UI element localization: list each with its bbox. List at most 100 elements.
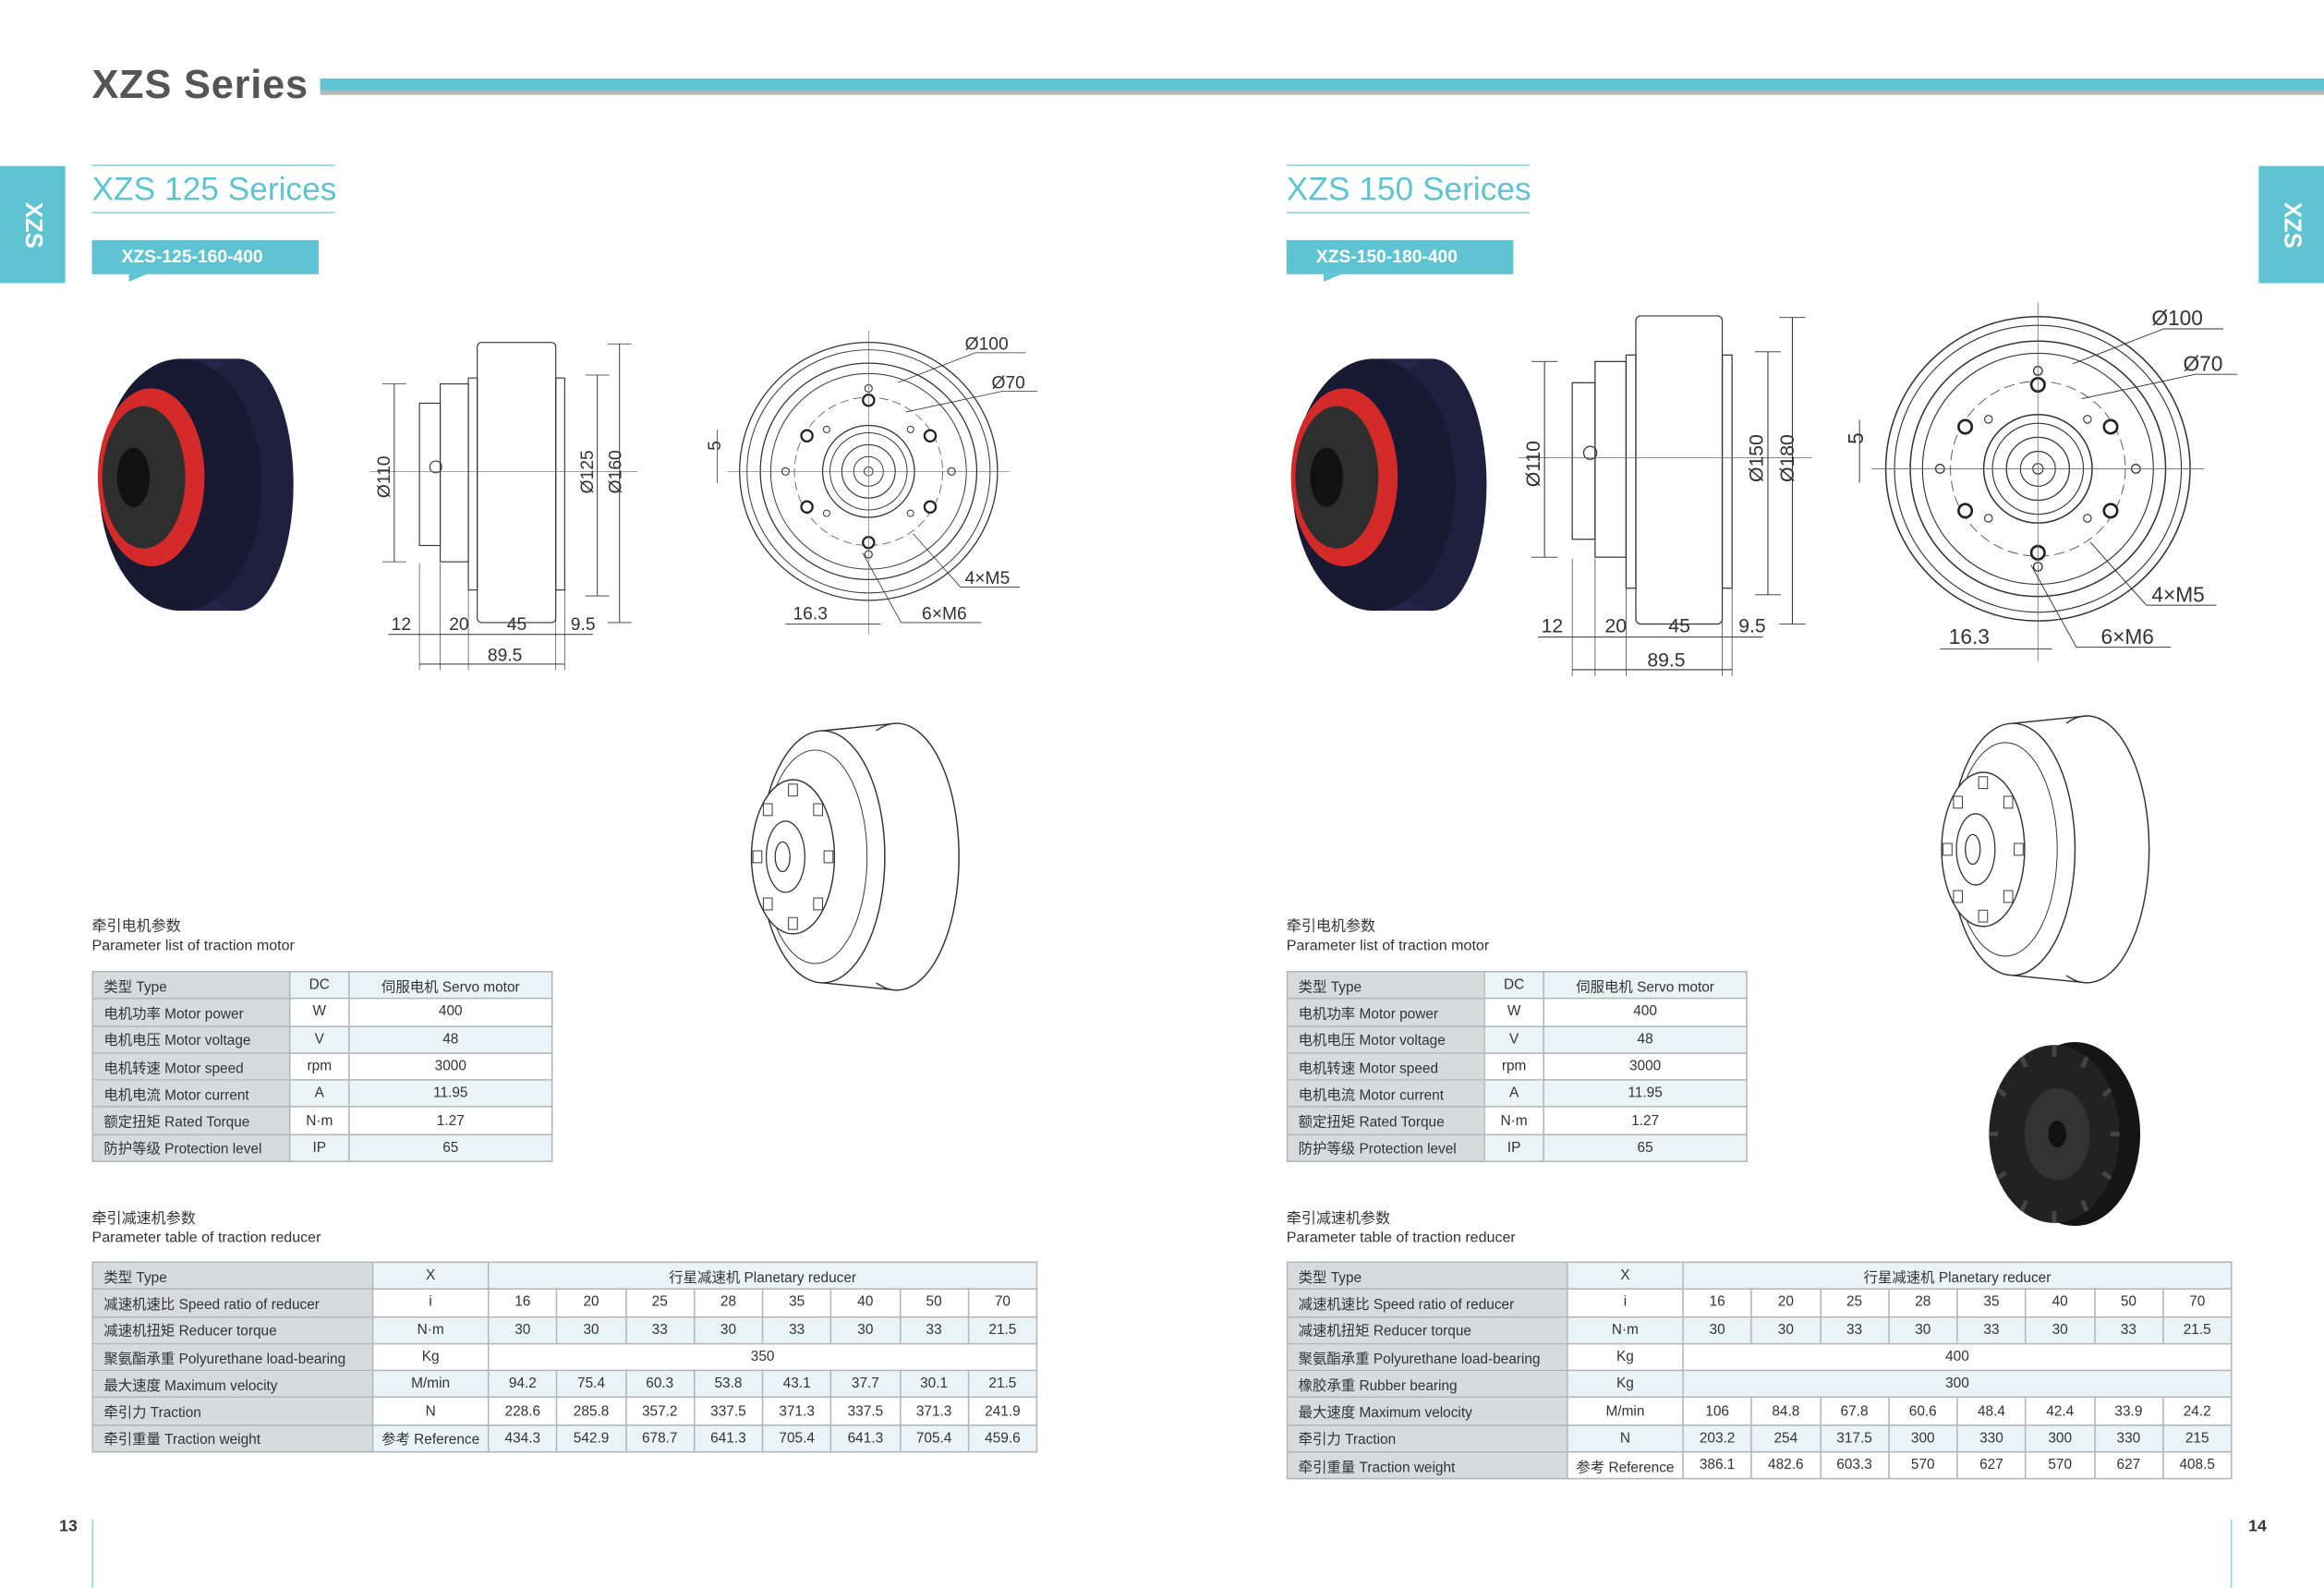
- leader-line: [2081, 373, 2238, 400]
- table-row: 电机电压 Motor voltage V 48: [91, 1024, 553, 1054]
- cylinder-edge: [2012, 715, 2088, 984]
- dim-width-2: 20: [449, 615, 468, 635]
- param-label: 减速机扭矩 Reducer torque: [91, 1315, 374, 1345]
- leader-line: [913, 533, 1020, 588]
- param-label: 聚氨酯承重 Polyurethane load-bearing: [1286, 1342, 1568, 1372]
- param-label: 防护等级 Protection level: [91, 1133, 291, 1163]
- param-unit: rpm: [288, 1052, 350, 1082]
- param-label: 电机电流 Motor current: [1286, 1079, 1485, 1109]
- reducer-parameter-table: 类型 Type X 行星减速机 Planetary reducer 减速机速比 Spe…: [1286, 1261, 2233, 1481]
- param-value: 行星减速机 Planetary reducer: [1682, 1261, 2233, 1291]
- dim-offset: 16.3: [793, 605, 827, 624]
- param-unit: N·m: [288, 1106, 350, 1135]
- flange-lug: [762, 803, 773, 817]
- side-tab-left: XZS: [0, 165, 66, 284]
- param-value: 42.4: [2025, 1397, 2096, 1426]
- motor-title-en: Parameter list of traction motor: [91, 938, 295, 955]
- dim-total-width: 89.5: [488, 647, 522, 666]
- table-row: 额定扭矩 Rated Torque N·m 1.27: [91, 1106, 553, 1135]
- param-label: 聚氨酯承重 Polyurethane load-bearing: [91, 1342, 374, 1372]
- param-value: 705.4: [761, 1424, 832, 1453]
- param-unit: A: [1483, 1079, 1544, 1109]
- dim-holes-m5: 4×M5: [965, 569, 1011, 588]
- param-value: 30: [1682, 1315, 1753, 1345]
- footer-divider: [91, 1519, 94, 1588]
- dim-holes-m6: 6×M6: [2100, 624, 2153, 649]
- leader-line: [2089, 541, 2217, 606]
- param-value: 43.1: [761, 1369, 832, 1399]
- m6-bolt-hole: [923, 429, 938, 442]
- dim-pcd-70: Ø70: [991, 373, 1024, 393]
- param-value: 215: [2161, 1424, 2233, 1453]
- series-title: XZS 150 Serices: [1286, 164, 1531, 214]
- dim-hub-diameter: Ø110: [1523, 441, 1544, 487]
- pin-hole: [1984, 415, 1993, 424]
- flange-lug: [2003, 795, 2014, 809]
- param-value: 300: [1887, 1424, 1958, 1453]
- param-label: 额定扭矩 Rated Torque: [91, 1106, 291, 1135]
- tire-hub-bore: [2048, 1121, 2066, 1147]
- param-value: 48.4: [1956, 1397, 2027, 1426]
- m6-bolt-hole: [2102, 418, 2119, 435]
- param-label: 电机功率 Motor power: [1286, 998, 1485, 1027]
- shaft-stub: [1571, 382, 1596, 540]
- dim-width-4: 9.5: [571, 615, 596, 635]
- drawings-page-13: Ø110 Ø125 Ø160 12 20 45 9.5 89.5 Ø100 Ø70 5 4×M5 6×M…: [97, 330, 1038, 991]
- table-row: 减速机速比 Speed ratio of reducer i 16 20 25 28 35 4…: [1286, 1288, 2233, 1317]
- table-row: 牵引力 Traction N 228.6 285.8 357.2 337.5 371.3 33…: [91, 1397, 1038, 1426]
- front-view-drawing: Ø100 Ø70 5 4×M5 6×M6 16.3: [706, 330, 1038, 635]
- param-label: 电机转速 Motor speed: [91, 1052, 291, 1082]
- flange-lug: [813, 897, 823, 911]
- table-row: 电机电流 Motor current A 11.95: [1286, 1079, 1748, 1109]
- hub-outline: [1594, 360, 1628, 558]
- flange-lug: [1943, 842, 1953, 856]
- param-label: 电机功率 Motor power: [91, 998, 291, 1027]
- flange-lug: [762, 897, 773, 911]
- table-row: 电机电流 Motor current A 11.95: [91, 1079, 553, 1109]
- param-value: 30: [1750, 1315, 1822, 1345]
- table-row: 电机功率 Motor power W 400: [91, 998, 553, 1027]
- param-value: 33: [1819, 1315, 1890, 1345]
- hub-outline: [1955, 813, 1996, 886]
- param-unit: DC: [1483, 970, 1544, 1000]
- param-value: 16: [487, 1288, 558, 1317]
- param-value: 459.6: [967, 1424, 1038, 1453]
- param-unit: X: [371, 1261, 490, 1291]
- param-value: 30: [693, 1315, 764, 1345]
- param-label: 最大速度 Maximum velocity: [91, 1369, 374, 1399]
- dim-pcd-70: Ø70: [2183, 351, 2222, 375]
- param-value: 65: [1543, 1133, 1748, 1163]
- param-label: 牵引重量 Traction weight: [1286, 1451, 1568, 1481]
- param-value: 627: [1956, 1451, 2027, 1481]
- param-value: 33: [2093, 1315, 2164, 1345]
- hub-outline: [765, 820, 805, 893]
- dim-pcd-100: Ø100: [965, 335, 1009, 355]
- table-row: 减速机扭矩 Reducer torque N·m 30 30 33 30 33 30 33 21.…: [91, 1315, 1038, 1345]
- flange-lug: [752, 850, 763, 864]
- param-value: 400: [1682, 1342, 2233, 1372]
- param-value: 21.5: [967, 1315, 1038, 1345]
- hub-bore: [1310, 447, 1343, 507]
- param-value: 33: [624, 1315, 696, 1345]
- param-value: 337.5: [829, 1397, 901, 1426]
- param-value: 300: [2025, 1424, 2096, 1453]
- table-row: 防护等级 Protection level IP 65: [91, 1133, 553, 1163]
- param-value: 48: [1543, 1024, 1748, 1054]
- param-value: 350: [487, 1342, 1038, 1372]
- pin-hole: [1984, 514, 1993, 523]
- param-value: 11.95: [348, 1079, 553, 1109]
- param-value: 254: [1750, 1424, 1822, 1453]
- param-unit: W: [1483, 998, 1544, 1027]
- isometric-line-drawing: [1941, 715, 2150, 984]
- param-value: 20: [556, 1288, 626, 1317]
- param-label: 电机电压 Motor voltage: [1286, 1024, 1485, 1054]
- param-value: 3000: [348, 1052, 553, 1082]
- m6-bolt-hole: [2102, 503, 2119, 519]
- motor-title-cn: 牵引电机参数: [91, 918, 181, 936]
- table-row: 牵引重量 Traction weight 参考 Reference 434.3 542…: [91, 1424, 1038, 1453]
- param-unit: N·m: [371, 1315, 490, 1345]
- param-value: 400: [1543, 998, 1748, 1027]
- dim-width-1: 12: [392, 615, 411, 635]
- table-row: 电机转速 Motor speed rpm 3000: [1286, 1052, 1748, 1082]
